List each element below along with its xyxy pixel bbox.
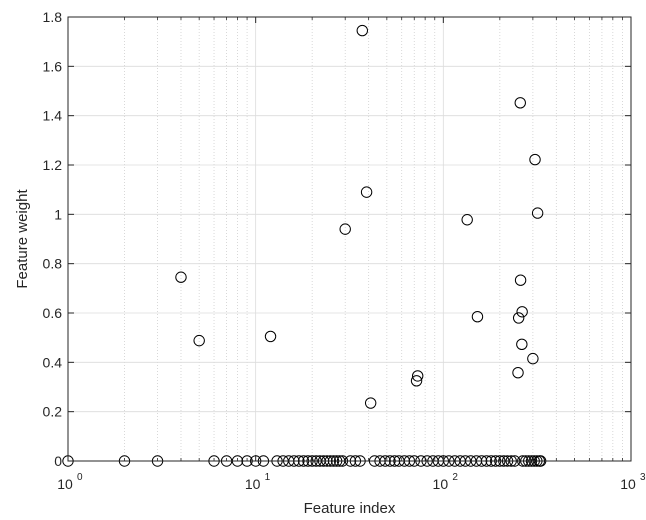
- y-tick-label: 1.6: [43, 58, 63, 74]
- x-axis-label: Feature index: [304, 500, 396, 517]
- x-tick-label: 10: [245, 476, 261, 492]
- data-point: [514, 97, 526, 109]
- y-tick-label: 1: [54, 206, 62, 222]
- data-point: [527, 352, 539, 365]
- x-tick-exponent: 3: [640, 472, 646, 483]
- data-point: [411, 370, 424, 382]
- data-point: [471, 311, 484, 323]
- y-tick-label: 0.6: [43, 305, 63, 321]
- y-tick-label: 0.4: [43, 354, 63, 370]
- data-point: [339, 223, 351, 235]
- data-point: [514, 274, 527, 286]
- y-tick-label: 1.2: [43, 157, 63, 173]
- y-tick-label: 0.2: [43, 404, 63, 420]
- plot-area: [68, 17, 631, 461]
- axis-ticks: [67, 16, 632, 462]
- data-point: [516, 338, 528, 351]
- x-tick-label: 10: [620, 476, 636, 492]
- y-axis-label: Feature weight: [14, 189, 31, 289]
- y-tick-label: 0.8: [43, 256, 63, 272]
- tick-labels: 10 0 10 1 10 2 10 300.20.40.60.811.21.41.61.8: [43, 9, 646, 492]
- plot-frame: [67, 16, 632, 462]
- data-point: [356, 24, 368, 37]
- data-point: [410, 375, 423, 387]
- x-tick-exponent: 1: [265, 472, 271, 483]
- y-tick-label: 0: [54, 453, 62, 469]
- data-point: [512, 312, 525, 324]
- data-point: [529, 153, 541, 166]
- data-point: [512, 366, 524, 379]
- data-point: [360, 186, 373, 198]
- data-point: [516, 306, 528, 318]
- data-point: [175, 271, 187, 283]
- x-tick-label: 10: [433, 476, 449, 492]
- y-tick-label: 1.8: [43, 9, 63, 25]
- x-tick-label: 10: [57, 476, 73, 492]
- x-tick-exponent: 2: [452, 472, 458, 483]
- data-point: [364, 397, 377, 409]
- grid: [68, 17, 631, 461]
- y-tick-label: 1.4: [43, 108, 63, 124]
- data-point: [461, 214, 473, 226]
- data-point: [264, 330, 277, 343]
- data-point: [193, 334, 205, 347]
- x-tick-exponent: 0: [77, 472, 83, 483]
- data-point: [531, 207, 544, 219]
